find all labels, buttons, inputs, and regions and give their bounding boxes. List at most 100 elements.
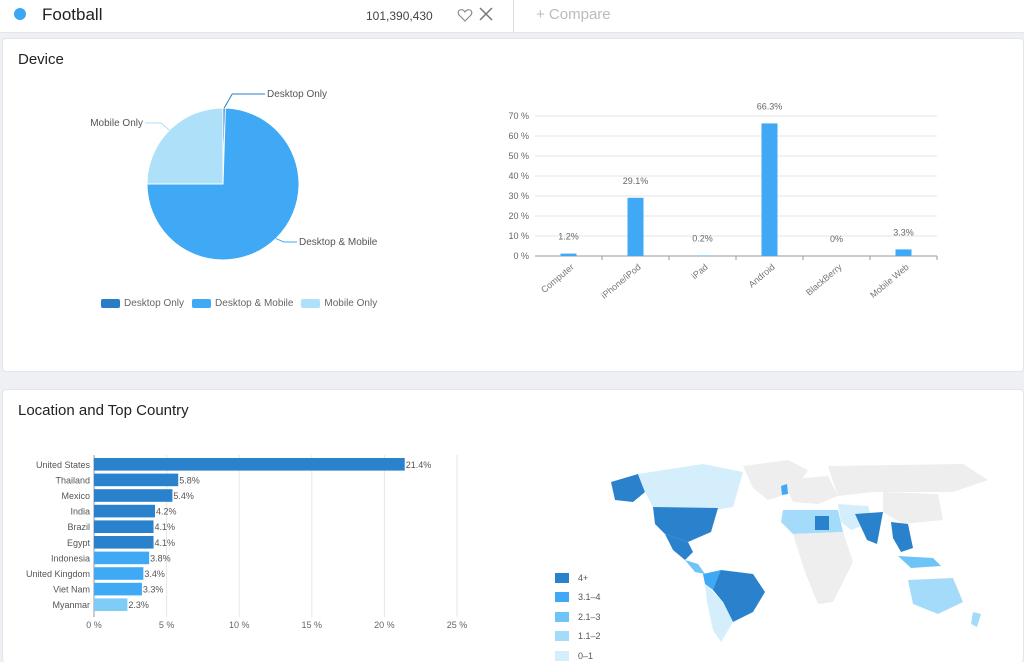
china-shape bbox=[883, 492, 943, 524]
device-bar bbox=[627, 197, 644, 256]
country-label: Thailand bbox=[55, 475, 90, 485]
x-tick-label: 5 % bbox=[159, 620, 175, 630]
country-label: Egypt bbox=[67, 538, 91, 548]
device-pie-chart: Desktop Only Desktop & Mobile Mobile Only bbox=[90, 89, 378, 261]
south-america-south-shape bbox=[705, 584, 733, 642]
legend-item[interactable]: Desktop & Mobile bbox=[192, 298, 293, 309]
alaska-shape bbox=[611, 474, 645, 502]
y-tick-label: 70 % bbox=[508, 111, 529, 121]
map-legend: 4+ 3.1–4 2.1–3 1.1–2 0–1 bbox=[555, 568, 601, 662]
map-legend-item: 3.1–4 bbox=[555, 588, 601, 608]
y-tick-label: 0 % bbox=[513, 251, 529, 261]
mexico-shape bbox=[665, 534, 693, 560]
map-legend-item: 4+ bbox=[555, 568, 601, 588]
x-tick-label: 15 % bbox=[302, 620, 323, 630]
header-divider bbox=[513, 0, 514, 33]
bar-value-label: 4.1% bbox=[155, 538, 176, 548]
legend-swatch bbox=[192, 299, 212, 308]
uk-shape bbox=[781, 484, 788, 495]
x-tick-label: Android bbox=[747, 262, 777, 290]
y-tick-label: 60 % bbox=[508, 131, 529, 141]
pie-slice-label: Mobile Only bbox=[90, 118, 143, 129]
country-label: United Kingdom bbox=[26, 569, 90, 579]
x-tick-label: 0 % bbox=[86, 620, 102, 630]
egypt-shape bbox=[815, 516, 829, 530]
country-bar bbox=[94, 458, 405, 471]
country-bar bbox=[94, 551, 150, 565]
map-legend-label: 0–1 bbox=[578, 650, 594, 661]
x-tick-label: iPad bbox=[690, 262, 710, 281]
map-legend-swatch bbox=[555, 611, 569, 622]
map-legend-label: 1.1–2 bbox=[578, 631, 601, 642]
pie-slice bbox=[146, 107, 224, 185]
location-title: Location and Top Country bbox=[18, 402, 189, 419]
device-bar bbox=[560, 253, 577, 256]
country-bar bbox=[94, 520, 154, 533]
bar-value-label: 3.4% bbox=[144, 569, 165, 579]
device-title: Device bbox=[18, 51, 64, 68]
country-bar bbox=[94, 504, 155, 518]
bar-value-label: 1.2% bbox=[558, 232, 579, 242]
x-tick-label: iPhone/iPod bbox=[599, 262, 643, 301]
location-card: Location and Top Country 0 % 5 % 10 % 15 % 2… bbox=[2, 389, 1024, 662]
close-icon[interactable] bbox=[478, 6, 494, 22]
russia-shape bbox=[828, 464, 988, 496]
new-zealand-shape bbox=[971, 612, 981, 627]
audience-size: 101,390,430 bbox=[366, 9, 433, 23]
central-america-shape bbox=[685, 560, 705, 574]
compare-button[interactable]: + Compare bbox=[536, 6, 611, 23]
legend-label: Desktop Only bbox=[124, 298, 185, 309]
map-legend-swatch bbox=[555, 572, 569, 583]
country-label: Mexico bbox=[61, 491, 90, 501]
bar-value-label: 5.4% bbox=[173, 491, 194, 501]
map-legend-label: 3.1–4 bbox=[578, 592, 601, 603]
x-tick-label: 20 % bbox=[374, 620, 395, 630]
country-bar bbox=[94, 489, 173, 502]
map-legend-swatch bbox=[555, 650, 569, 661]
bar-value-label: 0.2% bbox=[692, 234, 713, 244]
usa-shape bbox=[653, 507, 718, 542]
map-legend-swatch bbox=[555, 631, 569, 642]
device-bar bbox=[895, 249, 912, 256]
heart-icon[interactable] bbox=[456, 6, 474, 24]
bar-value-label: 3.8% bbox=[150, 553, 171, 563]
country-bar bbox=[94, 473, 179, 487]
device-card: Device Desktop Only Desktop & Mobile Mobil… bbox=[2, 38, 1024, 372]
country-bar-chart: 0 % 5 % 10 % 15 % 20 % 25 % United States 21.4%… bbox=[26, 455, 467, 630]
bar-value-label: 3.3% bbox=[143, 585, 164, 595]
bar-value-label: 2.3% bbox=[128, 600, 149, 610]
bar-value-label: 5.8% bbox=[179, 475, 200, 485]
country-label: Viet Nam bbox=[53, 585, 90, 595]
bar-value-label: 21.4% bbox=[406, 460, 432, 470]
interest-header: Football 101,390,430 + Compare bbox=[0, 0, 1024, 33]
pie-leader-line bbox=[275, 238, 297, 243]
y-tick-label: 40 % bbox=[508, 171, 529, 181]
legend-item[interactable]: Mobile Only bbox=[301, 298, 377, 309]
map-legend-item: 0–1 bbox=[555, 646, 601, 662]
north-africa-shape bbox=[781, 510, 843, 534]
country-label: United States bbox=[36, 460, 91, 470]
country-label: Indonesia bbox=[51, 553, 90, 563]
pie-slice bbox=[146, 107, 300, 261]
world-map bbox=[611, 460, 988, 642]
x-tick-label: Computer bbox=[539, 262, 576, 295]
brazil-shape bbox=[713, 570, 765, 622]
country-bar bbox=[94, 567, 144, 580]
map-legend-swatch bbox=[555, 592, 569, 603]
africa-south-shape bbox=[793, 532, 853, 604]
legend-item[interactable]: Desktop Only bbox=[101, 298, 184, 309]
australia-shape bbox=[908, 578, 963, 614]
bar-value-label: 0% bbox=[830, 234, 843, 244]
interest-keyword: Football bbox=[42, 5, 103, 24]
map-legend-label: 2.1–3 bbox=[578, 611, 601, 622]
bar-value-label: 29.1% bbox=[623, 176, 649, 186]
x-tick-label: BlackBerry bbox=[804, 262, 844, 298]
device-bar-chart: 0 % 10 % 20 % 30 % 40 % 50 % 60 % 70 % 1.2% Compu… bbox=[508, 101, 938, 301]
series-dot-icon bbox=[14, 8, 26, 20]
canada-shape bbox=[638, 464, 743, 512]
device-bar bbox=[761, 123, 778, 257]
country-bar bbox=[94, 582, 142, 596]
y-tick-label: 20 % bbox=[508, 211, 529, 221]
bar-value-label: 4.1% bbox=[155, 522, 176, 532]
country-bar bbox=[94, 598, 128, 611]
